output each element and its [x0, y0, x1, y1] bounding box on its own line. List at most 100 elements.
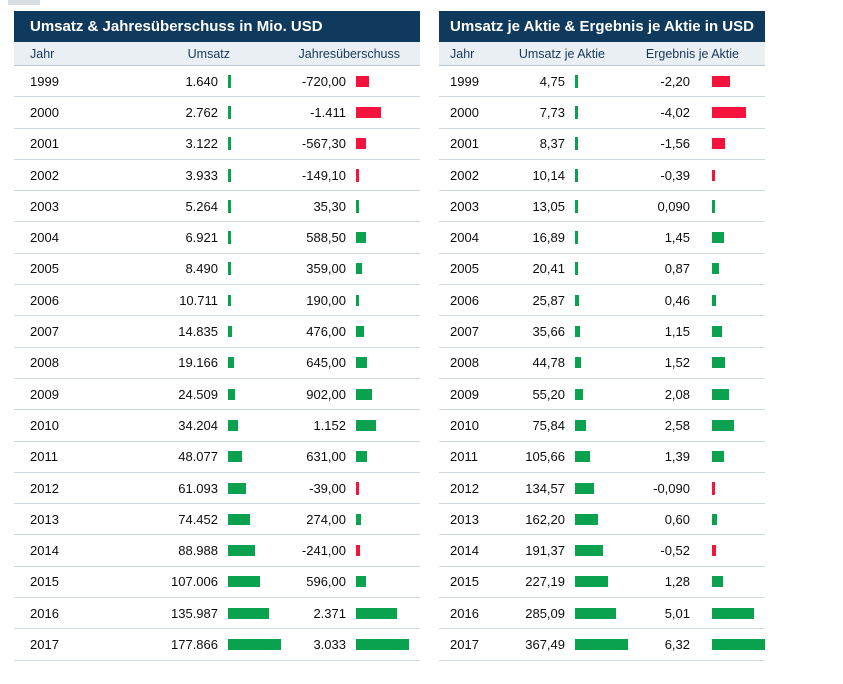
positive-value-bar: [356, 513, 361, 525]
value-cell: 134,57: [525, 480, 565, 496]
year-cell: 2005: [450, 261, 479, 277]
positive-value-bar: [356, 638, 409, 650]
bar-cell: [565, 419, 631, 431]
year-cell: 1999: [30, 73, 59, 89]
negative-value-bar: [712, 138, 726, 150]
value-cell: 3.933: [185, 167, 218, 183]
table-row: 1999 4,75 -2,20: [439, 66, 765, 98]
value-cell: 191,37: [525, 543, 565, 559]
bar-cell: [702, 388, 765, 400]
bar-cell: [702, 169, 765, 181]
value-cell: 596,00: [306, 574, 346, 590]
positive-value-bar: [356, 576, 367, 588]
year-cell: 2010: [30, 417, 59, 433]
bar-cell: [702, 451, 765, 463]
positive-value-bar: [575, 419, 586, 431]
year-cell: 2013: [30, 511, 59, 527]
bar-cell: [346, 481, 420, 495]
value-cell: 24.509: [178, 386, 218, 402]
column-header-jahr: Jahr: [30, 46, 55, 61]
positive-value-bar: [712, 419, 734, 431]
positive-value-bar: [575, 451, 591, 463]
value-cell: 44,78: [532, 355, 565, 371]
value-cell: 75,84: [532, 417, 565, 433]
positive-value-bar: [575, 357, 582, 369]
positive-value-bar: [575, 513, 599, 525]
value-cell: -1.411: [310, 104, 346, 120]
positive-value-bar: [228, 545, 255, 557]
negative-value-bar: [356, 106, 381, 118]
positive-value-bar: [228, 231, 231, 245]
value-cell: 2.371: [313, 605, 346, 621]
positive-value-bar: [228, 419, 239, 431]
bar-cell: [565, 262, 631, 276]
bar-cell: [218, 388, 290, 400]
value-cell: 162,20: [525, 511, 565, 527]
year-cell: 2003: [30, 198, 59, 214]
value-cell: 48.077: [178, 449, 218, 465]
bar-cell: [218, 607, 290, 619]
bar-cell: [565, 388, 631, 400]
bar-cell: [346, 106, 420, 118]
bar-cell: [702, 607, 765, 619]
positive-value-bar: [712, 607, 754, 619]
bar-cell: [702, 232, 765, 244]
value-cell: 5.264: [185, 198, 218, 214]
bar-cell: [346, 168, 420, 182]
positive-value-bar: [575, 638, 628, 650]
positive-value-bar: [712, 232, 725, 244]
value-cell: 13,05: [532, 198, 565, 214]
bar-cell: [565, 74, 631, 88]
bar-cell: [218, 168, 290, 182]
bar-cell: [218, 545, 290, 557]
year-cell: 2002: [30, 167, 59, 183]
bar-cell: [346, 513, 420, 525]
table-row: 2009 55,20 2,08: [439, 379, 765, 411]
positive-value-bar: [575, 199, 578, 213]
bar-cell: [218, 326, 290, 338]
bar-cell: [702, 138, 765, 150]
value-cell: -241,00: [301, 543, 346, 559]
year-cell: 2006: [450, 292, 479, 308]
year-cell: 2011: [30, 449, 58, 465]
bar-cell: [346, 232, 420, 244]
positive-value-bar: [356, 607, 398, 619]
bar-cell: [565, 326, 631, 338]
value-cell: 476,00: [306, 324, 346, 340]
value-cell: 2.762: [185, 104, 218, 120]
positive-value-bar: [712, 357, 725, 369]
value-cell: -39,00: [309, 480, 346, 496]
bar-cell: [218, 199, 290, 213]
value-cell: -0,52: [660, 543, 690, 559]
value-cell: 55,20: [532, 386, 565, 402]
positive-value-bar: [228, 326, 233, 338]
table-title: Umsatz je Aktie & Ergebnis je Aktie in U…: [439, 11, 765, 42]
bar-cell: [565, 451, 631, 463]
table-row: 2014 88.988 -241,00: [14, 535, 420, 567]
value-cell: 16,89: [532, 230, 565, 246]
value-cell: 88.988: [178, 543, 218, 559]
table-row: 2014 191,37 -0,52: [439, 535, 765, 567]
year-cell: 2013: [450, 511, 479, 527]
value-cell: 2,08: [664, 386, 690, 402]
year-cell: 2009: [450, 386, 479, 402]
value-cell: 5,01: [664, 605, 690, 621]
positive-value-bar: [575, 168, 578, 182]
value-cell: 34.204: [178, 417, 218, 433]
positive-value-bar: [356, 451, 368, 463]
bar-cell: [346, 638, 420, 650]
positive-value-bar: [228, 74, 231, 88]
table-row: 2003 13,05 0,090: [439, 191, 765, 223]
bar-cell: [346, 263, 420, 275]
table-row: 2017 367,49 6,32: [439, 629, 765, 661]
positive-value-bar: [712, 576, 723, 588]
value-cell: 7,73: [539, 104, 565, 120]
value-cell: -1,56: [660, 136, 690, 152]
year-cell: 2001: [450, 136, 479, 152]
bar-cell: [565, 638, 631, 650]
year-cell: 2000: [30, 104, 59, 120]
positive-value-bar: [228, 451, 243, 463]
positive-value-bar: [228, 294, 232, 306]
value-cell: 902,00: [306, 386, 346, 402]
year-cell: 2007: [450, 324, 479, 340]
